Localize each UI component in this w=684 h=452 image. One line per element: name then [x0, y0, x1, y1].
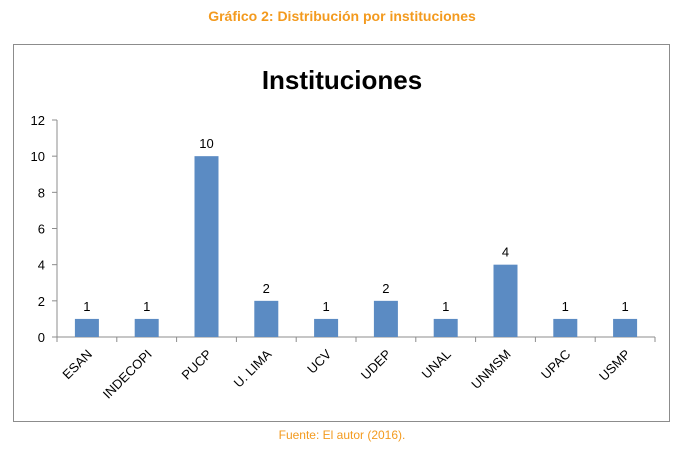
y-tick-label: 10 — [31, 149, 45, 164]
chart-frame — [13, 44, 670, 422]
x-category-label: UNMSM — [468, 347, 513, 392]
x-category-label: UDEP — [358, 347, 394, 383]
bar — [613, 318, 638, 337]
data-label: 2 — [382, 281, 389, 296]
bar — [314, 318, 339, 337]
chart-title: Instituciones — [262, 65, 422, 95]
y-tick-label: 6 — [38, 222, 45, 237]
chart-bars: 1 1 10 2 1 2 1 4 1 1 — [74, 136, 638, 337]
x-category-label: ESAN — [59, 347, 95, 383]
data-label: 1 — [442, 299, 449, 314]
bar — [194, 156, 219, 337]
bar — [373, 300, 398, 337]
bar — [74, 318, 99, 337]
data-label: 1 — [83, 299, 90, 314]
bar — [433, 318, 458, 337]
data-label: 2 — [263, 281, 270, 296]
x-category-label: UNAL — [419, 347, 454, 382]
data-label: 1 — [562, 299, 569, 314]
data-label: 1 — [621, 299, 628, 314]
bar — [254, 300, 279, 337]
data-label: 1 — [322, 299, 329, 314]
y-tick-label: 0 — [38, 330, 45, 345]
bar — [493, 264, 518, 337]
x-category-label: USMP — [596, 347, 633, 384]
x-category-label: UPAC — [538, 347, 573, 382]
bar — [134, 318, 159, 337]
y-tick-label: 2 — [38, 294, 45, 309]
data-label: 4 — [502, 245, 509, 260]
x-category-label: U. LIMA — [231, 346, 275, 390]
bar — [553, 318, 578, 337]
figure-caption: Gráfico 2: Distribución por institucione… — [208, 8, 476, 24]
data-label: 1 — [143, 299, 150, 314]
figure-source: Fuente: El autor (2016). — [278, 428, 406, 442]
x-category-label: UCV — [304, 346, 334, 376]
data-label: 10 — [199, 136, 213, 151]
y-tick-label: 8 — [38, 185, 45, 200]
x-category-label: INDECOPI — [100, 347, 155, 402]
y-tick-label: 12 — [31, 113, 45, 128]
x-category-label: PUCP — [178, 347, 214, 383]
y-tick-label: 4 — [38, 258, 45, 273]
